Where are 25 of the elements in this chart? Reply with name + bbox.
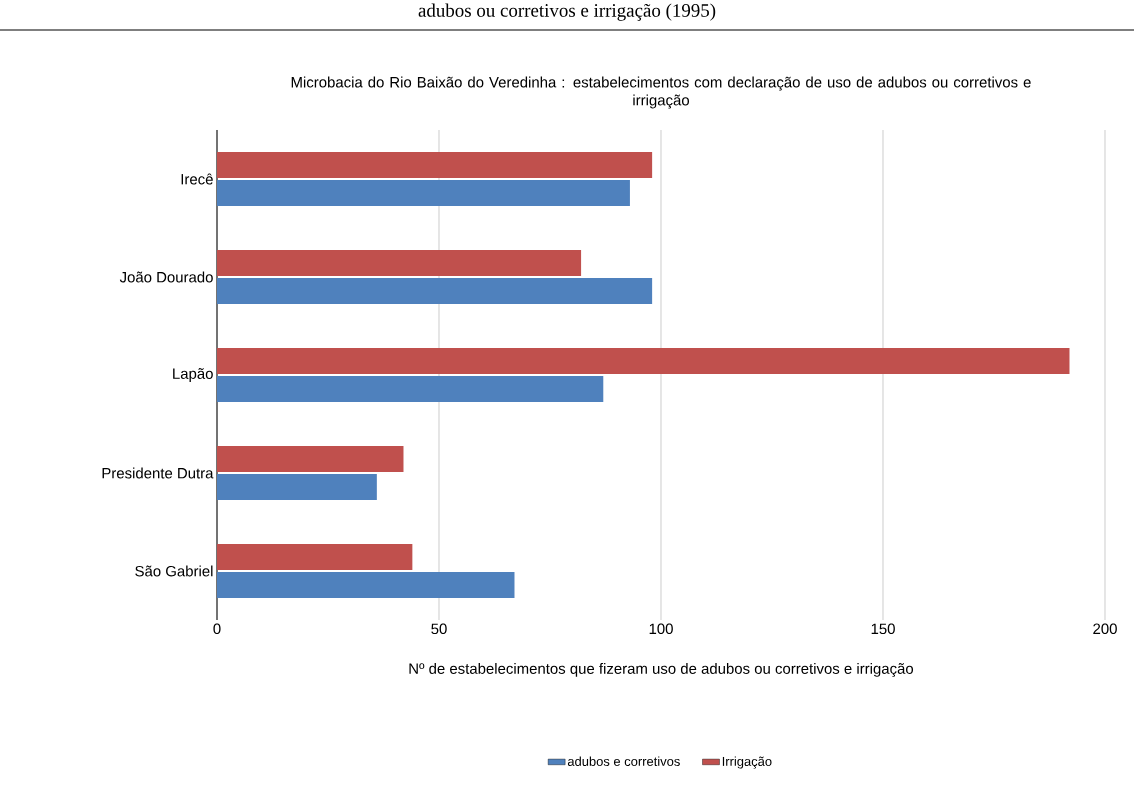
- bar: [217, 544, 413, 570]
- x-axis-title: Nº de estabelecimentos que fizeram uso de adubos ou corretivos e irrigação: [409, 662, 914, 677]
- y-tick-label: Irecê: [181, 173, 213, 185]
- bar: [217, 250, 582, 276]
- bar: [217, 446, 404, 472]
- bar: [217, 152, 653, 178]
- text: adubos ou corretivos e irrigação (1995): [418, 3, 716, 21]
- y-tick-label: João Dourado: [119, 271, 213, 283]
- bar: [217, 474, 377, 500]
- bar: [217, 348, 1070, 374]
- x-tick-label: 200: [1093, 623, 1117, 635]
- legend-label: Irrigação: [722, 756, 772, 769]
- bar: [217, 572, 515, 598]
- bar: [217, 277, 653, 304]
- y-tick-label: Lapão: [173, 368, 213, 382]
- x-tick-label: 150: [871, 623, 895, 635]
- bar: [217, 375, 604, 402]
- bar: [217, 179, 630, 206]
- x-tick-label: 0: [213, 623, 221, 635]
- x-tick-label: 50: [431, 623, 447, 635]
- chart-title: Microbacia do Rio Baixão do Veredinha : estabelecimentos com declaração de uso de adubos ou corretivos e irrigação: [291, 76, 1031, 109]
- y-tick-label: Presidente Dutra: [102, 467, 214, 479]
- y-tick-label: São Gabriel: [135, 565, 213, 577]
- x-tick-label: 100: [649, 623, 673, 635]
- legend-label: adubos e corretivos: [567, 756, 680, 766]
